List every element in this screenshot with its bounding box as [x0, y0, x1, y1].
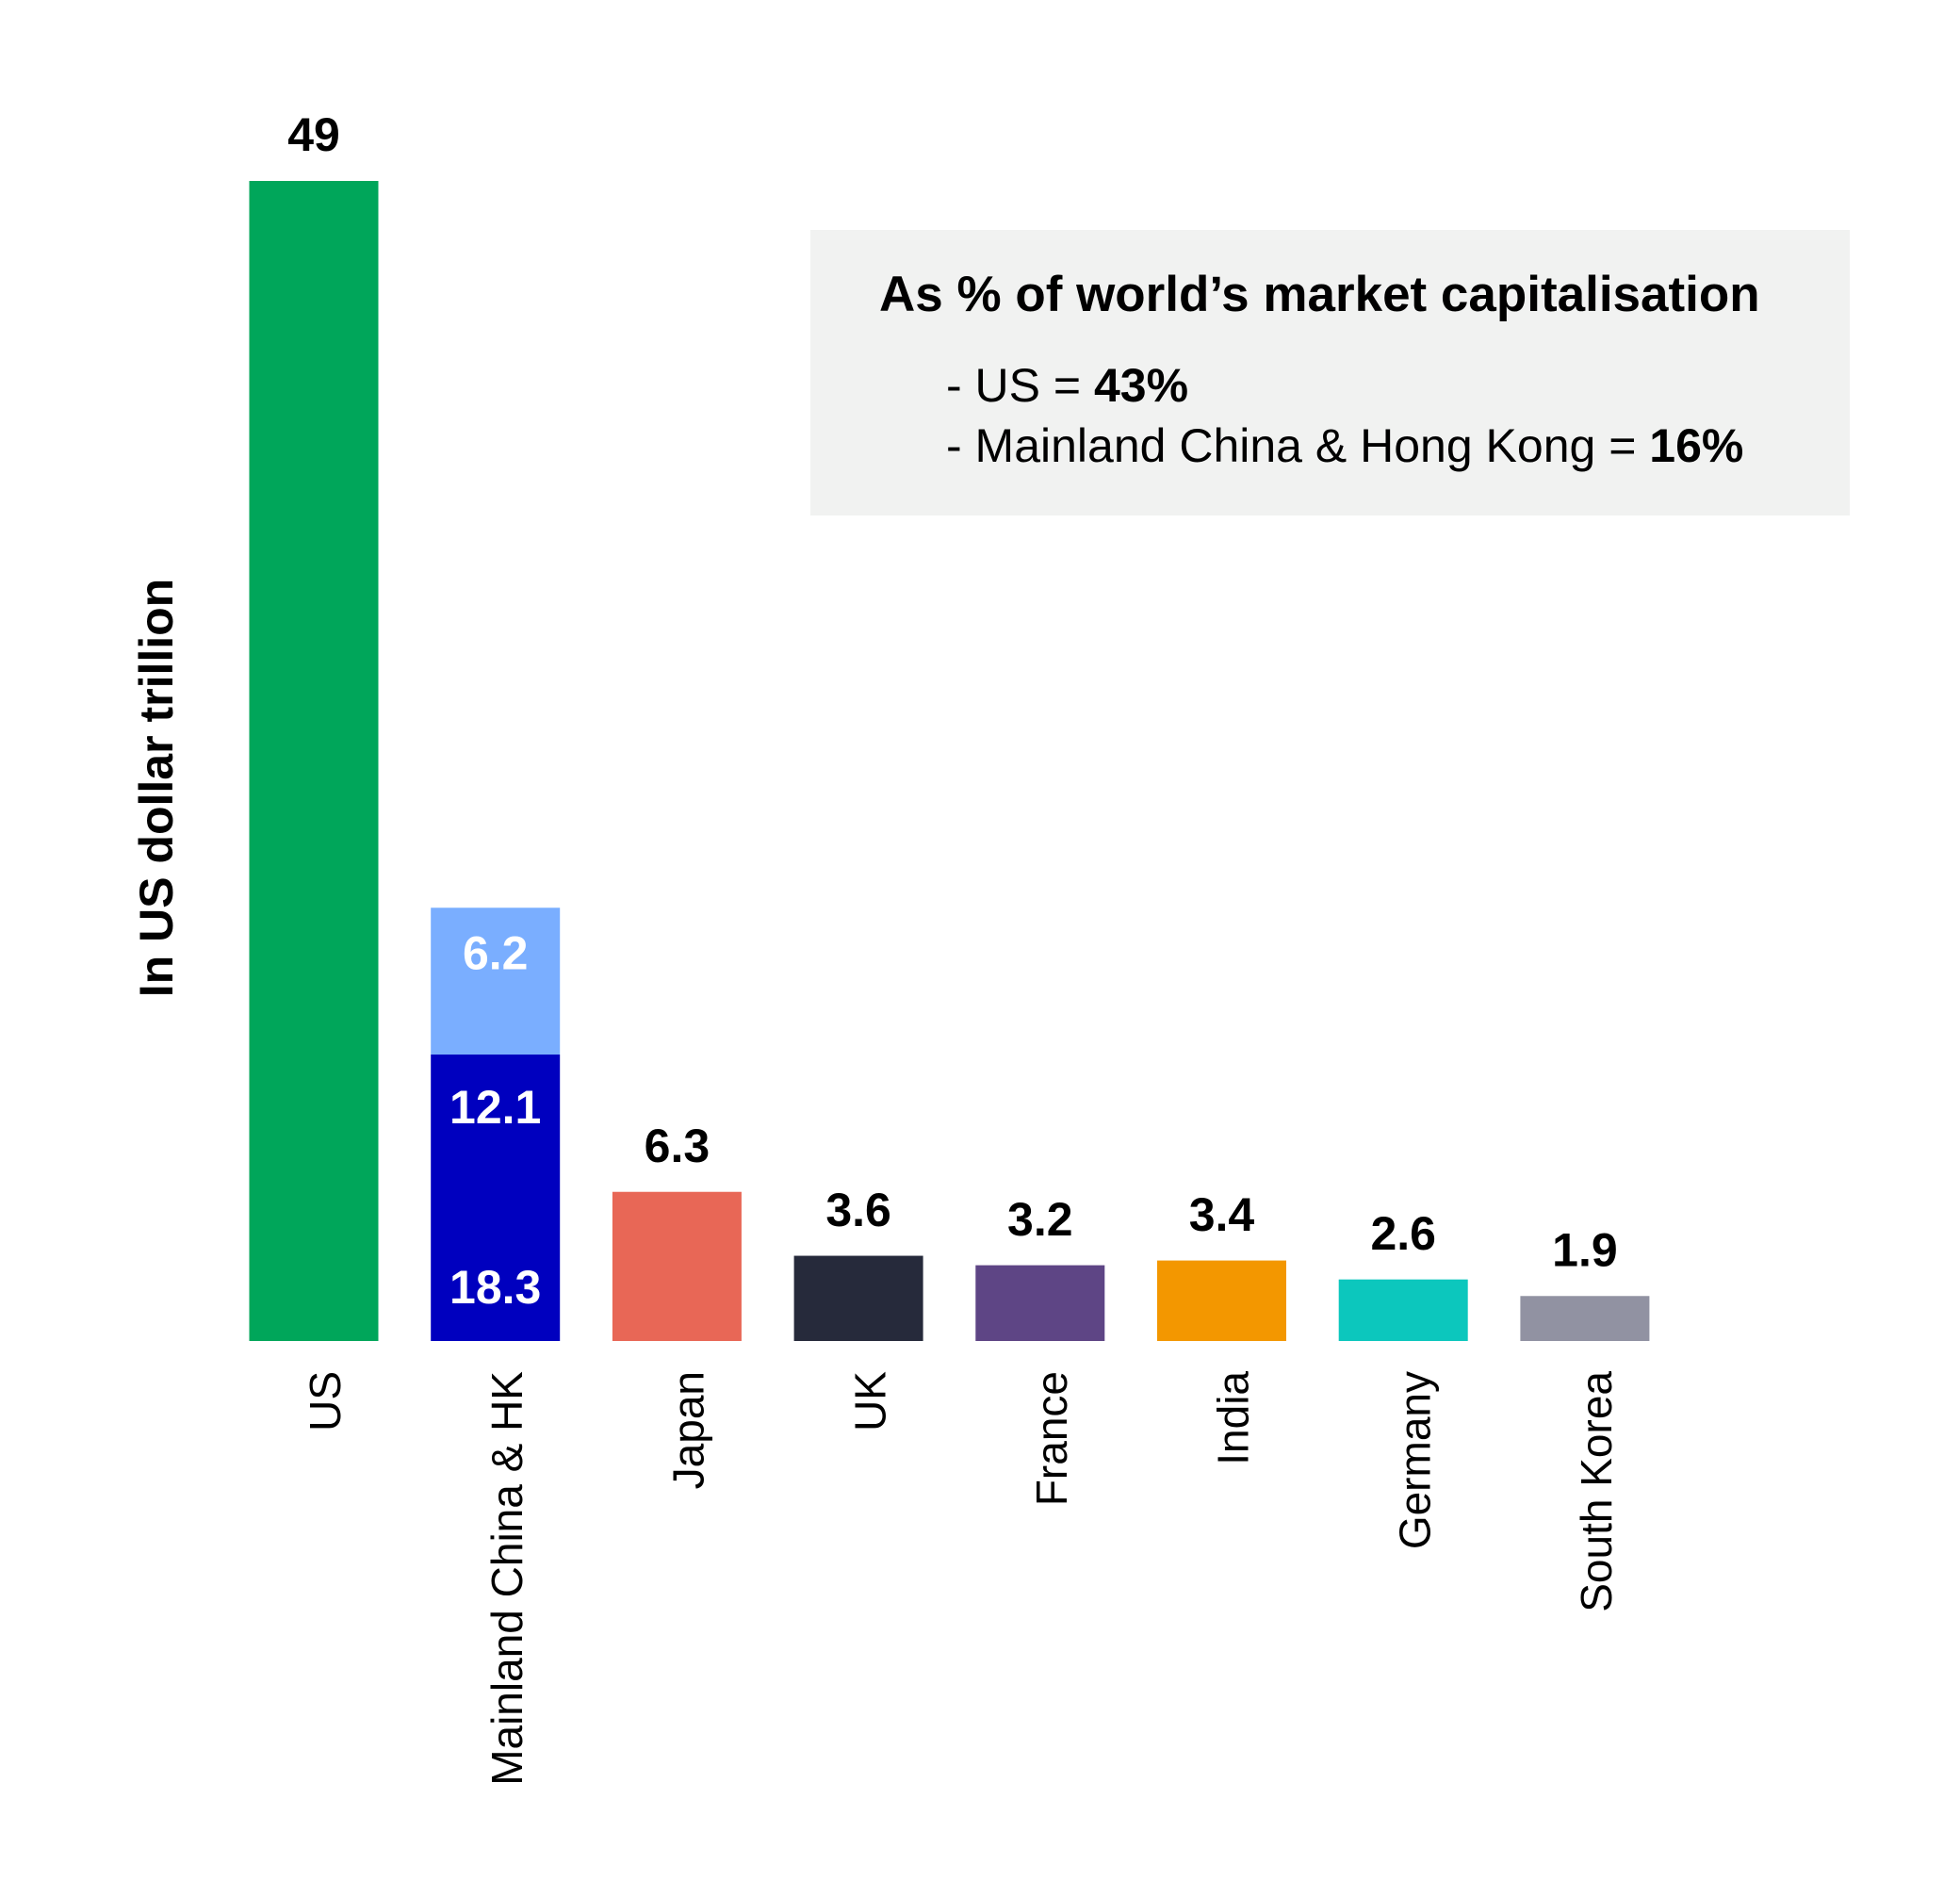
bar	[1520, 1296, 1650, 1341]
x-tick-label: Japan	[664, 1371, 713, 1489]
bar	[793, 1255, 923, 1341]
x-tick-label: India	[1209, 1371, 1258, 1465]
segment-label: 12.1	[449, 1081, 541, 1134]
x-tick-label: Mainland China & HK	[482, 1371, 531, 1786]
bar-upper-segment	[431, 908, 561, 1055]
annotation-line: - US = 43%	[946, 359, 1188, 412]
value-label: 3.6	[825, 1184, 891, 1236]
x-tick-label: US	[301, 1371, 350, 1431]
bar	[1157, 1260, 1286, 1341]
bar	[975, 1265, 1105, 1341]
annotation-title: As % of world’s market capitalisation	[879, 267, 1760, 322]
total-label: 18.3	[449, 1261, 541, 1314]
value-label: 49	[287, 108, 340, 161]
value-label: 2.6	[1370, 1207, 1436, 1260]
annotation-text: - US =	[946, 359, 1094, 412]
x-tick-label: UK	[845, 1371, 894, 1431]
annotation-value: 16%	[1649, 419, 1743, 472]
bar	[431, 1055, 561, 1341]
x-tick-label: South Korea	[1572, 1371, 1621, 1612]
bar	[249, 181, 379, 1341]
x-tick-label: Germany	[1390, 1371, 1439, 1549]
value-label: 6.3	[645, 1120, 710, 1172]
value-label: 1.9	[1552, 1223, 1618, 1276]
annotation-value: 43%	[1094, 359, 1188, 412]
y-axis-label: In US dollar trillion	[130, 579, 183, 997]
annotation-line: - Mainland China & Hong Kong = 16%	[946, 419, 1743, 472]
value-label: 3.4	[1189, 1188, 1255, 1241]
segment-label: 6.2	[463, 926, 529, 979]
x-tick-label: France	[1027, 1371, 1076, 1506]
value-label: 3.2	[1007, 1193, 1073, 1246]
annotation-box	[810, 230, 1850, 515]
bar	[1338, 1279, 1468, 1341]
bar	[612, 1191, 742, 1341]
annotation-text: - Mainland China & Hong Kong =	[946, 419, 1649, 472]
